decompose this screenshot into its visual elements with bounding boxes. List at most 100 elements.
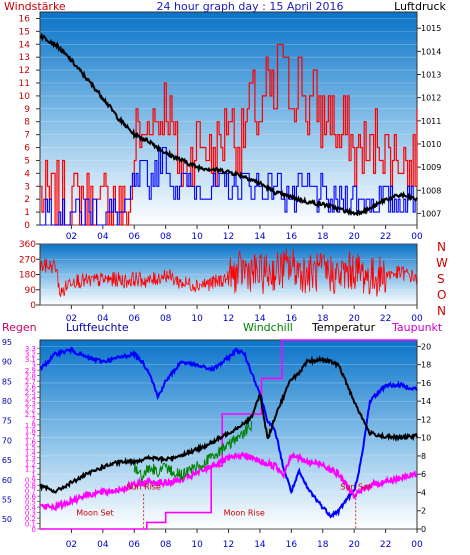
x-tick-label: 08: [160, 540, 172, 550]
wind-left-tick-label: 3: [24, 182, 30, 192]
x-tick-label: 22: [380, 314, 391, 324]
wind-left-tick-label: 11: [19, 79, 30, 89]
x-tick-label: 04: [97, 232, 109, 242]
x-tick-label: 00: [411, 314, 423, 324]
rain-tick-label: 2.3: [25, 400, 36, 408]
rain-tick-label: 3.2: [25, 351, 36, 359]
x-tick-label: 20: [348, 232, 360, 242]
humidity-tick-label: 90: [2, 358, 12, 367]
direction-tick-label: 360: [19, 240, 36, 250]
temperature-series: [39, 355, 418, 494]
humidity-tick-label: 95: [2, 338, 12, 347]
rain-tick-label: 1: [32, 471, 36, 479]
wind-left-tick-label: 5: [24, 156, 30, 166]
wind-left-tick-label: 16: [19, 14, 31, 24]
temperature-tick-label: 6: [421, 470, 426, 479]
dewpoint-series: [40, 451, 418, 512]
rain-tick-label: 2.7: [25, 378, 36, 386]
compass-label-n-bottom: N: [437, 304, 446, 318]
x-tick-label: 22: [380, 232, 391, 242]
legend-temperature: Temperatur: [311, 321, 376, 334]
temperature-tick-label: 16: [421, 379, 431, 388]
legend-humidity: Luftfeuchte: [66, 321, 129, 334]
x-tick-label: 04: [97, 540, 109, 550]
rain-tick-label: 2.8: [25, 373, 36, 381]
wind-left-tick-label: 7: [24, 131, 30, 141]
pressure-tick-label: 1011: [421, 117, 441, 126]
temperature-tick-label: 2: [421, 507, 426, 516]
rain-tick-label: 0.5: [25, 499, 36, 507]
x-tick-label: 06: [129, 232, 141, 242]
x-tick-label: 14: [254, 314, 266, 324]
x-tick-label: 18: [317, 540, 329, 550]
direction-tick-label: 0: [30, 301, 36, 311]
chart-title: 24 hour graph day : 15 April 2016: [157, 0, 344, 13]
x-tick-label: 02: [66, 314, 77, 324]
x-tick-label: 06: [129, 540, 141, 550]
rain-tick-label: 1.1: [25, 466, 36, 474]
wind-left-tick-label: 10: [19, 92, 31, 102]
rain-tick-label: 2.5: [25, 389, 36, 397]
humidity-tick-label: 55: [2, 495, 12, 504]
pressure-axis-title: Luftdruck: [394, 0, 446, 13]
wind-left-tick-label: 8: [24, 118, 30, 128]
pressure-series: [39, 32, 418, 217]
direction-tick-label: 180: [19, 271, 36, 281]
rain-tick-label: 0.2: [25, 515, 36, 523]
rain-tick-label: 1.8: [25, 427, 36, 435]
rain-tick-label: 0.3: [25, 510, 36, 518]
compass-label-n-top: N: [437, 240, 446, 254]
humidity-series: [39, 346, 418, 519]
rain-tick-label: 2.9: [25, 367, 36, 375]
pressure-tick-label: 1013: [421, 71, 441, 80]
humidity-tick-label: 65: [2, 456, 12, 465]
rain-tick-label: 0: [32, 526, 36, 534]
x-tick-label: 00: [411, 540, 423, 550]
x-tick-label: 02: [66, 232, 77, 242]
x-tick-label: 20: [348, 314, 360, 324]
windchill-series: [133, 421, 253, 483]
rain-tick-label: 0.4: [25, 504, 37, 512]
pressure-tick-label: 1010: [421, 140, 441, 149]
legend-rain: Regen: [2, 321, 37, 334]
x-tick-label: 14: [254, 540, 266, 550]
rain-tick-label: 3: [32, 362, 36, 370]
chart-marks: 0123456789101112131415161007100810091010…: [2, 14, 442, 550]
rain-tick-label: 0.8: [25, 482, 36, 490]
x-tick-label: 04: [97, 314, 109, 324]
x-tick-label: 18: [317, 314, 329, 324]
rain-tick-label: 2.6: [25, 384, 37, 392]
direction-tick-label: 270: [19, 255, 36, 265]
x-tick-label: 12: [223, 232, 234, 242]
x-tick-label: 16: [286, 314, 298, 324]
wind-left-tick-label: 9: [24, 105, 30, 115]
wind-left-tick-label: 0: [24, 221, 30, 231]
legend-dewpoint: Taupunkt: [391, 321, 443, 334]
pressure-tick-label: 1015: [421, 24, 441, 33]
x-tick-label: 08: [160, 314, 172, 324]
temperature-tick-label: 0: [421, 525, 426, 534]
humidity-tick-label: 50: [2, 515, 12, 524]
compass-label-o: O: [437, 288, 446, 302]
x-tick-label: 00: [411, 232, 423, 242]
pressure-tick-label: 1009: [421, 163, 441, 172]
humidity-tick-label: 75: [2, 417, 12, 426]
wind-axis-title: Windstärke: [4, 0, 66, 13]
wind-left-tick-label: 14: [19, 40, 31, 50]
rain-tick-label: 2.4: [25, 395, 37, 403]
x-tick-label: 10: [191, 540, 203, 550]
rain-tick-label: 2.1: [25, 411, 36, 419]
wind-left-tick-label: 2: [24, 195, 30, 205]
x-tick-label: 22: [380, 540, 391, 550]
legend-windchill: Windchill: [243, 321, 293, 334]
humidity-tick-label: 60: [2, 476, 12, 485]
x-tick-label: 10: [191, 314, 203, 324]
rain-tick-label: 1.3: [25, 455, 36, 463]
x-tick-label: 18: [317, 232, 329, 242]
rain-tick-label: 3.1: [25, 356, 36, 364]
x-tick-label: 02: [66, 540, 77, 550]
x-tick-label: 20: [348, 540, 360, 550]
humidity-tick-label: 85: [2, 377, 12, 386]
rain-tick-label: 3.3: [25, 345, 36, 353]
temperature-tick-label: 4: [421, 488, 426, 497]
